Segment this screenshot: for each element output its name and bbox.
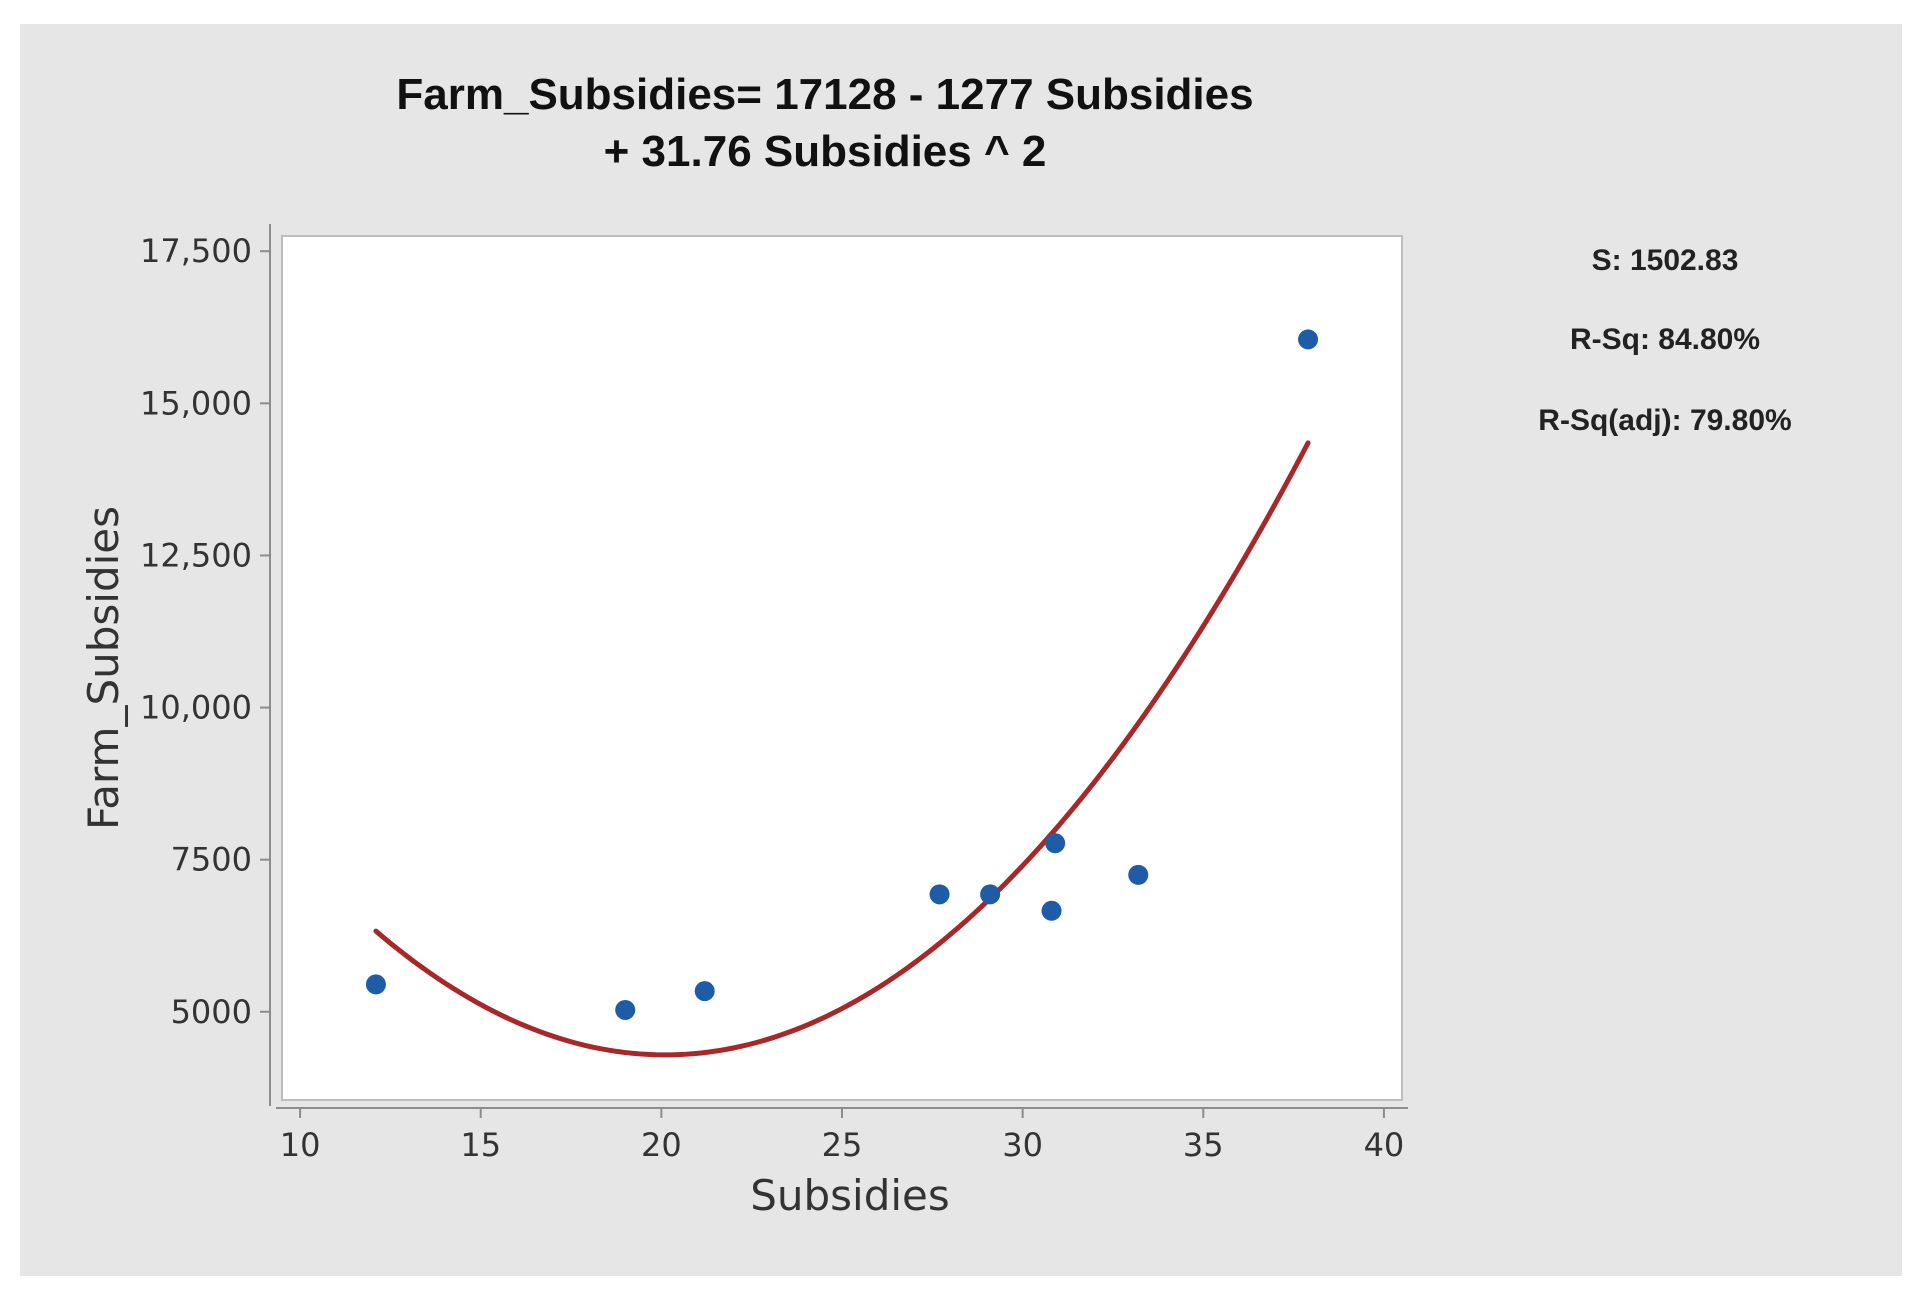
points-layer xyxy=(365,329,1319,1020)
x-axis-label: Subsidies xyxy=(750,1171,950,1220)
stat-r-sq-adj: R-Sq(adj): 79.80% xyxy=(1538,404,1791,437)
y-axis-ticks: 5000 7500 10,000 12,500 15,000 17,500 xyxy=(140,232,270,1031)
plot-area xyxy=(281,235,1403,1101)
data-point xyxy=(980,884,1001,905)
x-tick-label: 35 xyxy=(1183,1126,1224,1164)
y-tick-label: 12,500 xyxy=(140,536,252,574)
stat-s: S: 1502.83 xyxy=(1592,244,1739,277)
y-tick-label: 5000 xyxy=(171,993,252,1031)
y-tick-label: 10,000 xyxy=(140,689,252,727)
data-point xyxy=(1045,833,1066,854)
stat-r-sq: R-Sq: 84.80% xyxy=(1570,323,1760,356)
data-point xyxy=(1041,900,1062,921)
y-tick-label: 17,500 xyxy=(140,232,252,270)
data-point xyxy=(1128,864,1149,885)
chart-frame: Farm_Subsidies= 17128 - 1277 Subsidies +… xyxy=(20,24,1902,1276)
chart-title-line-1: Farm_Subsidies= 17128 - 1277 Subsidies xyxy=(396,70,1253,119)
x-tick-label: 25 xyxy=(822,1126,863,1164)
x-tick-label: 20 xyxy=(641,1126,682,1164)
chart-svg: Farm_Subsidies= 17128 - 1277 Subsidies +… xyxy=(79,70,1792,1220)
data-point xyxy=(1298,329,1319,350)
y-tick-label: 15,000 xyxy=(140,384,252,422)
fit-layer xyxy=(373,440,1311,1058)
data-point xyxy=(365,974,386,995)
fit-curve xyxy=(373,440,1311,1058)
data-point xyxy=(929,884,950,905)
data-point xyxy=(694,981,715,1002)
x-tick-label: 15 xyxy=(460,1126,501,1164)
y-tick-label: 7500 xyxy=(171,841,252,879)
y-axis-label: Farm_Subsidies xyxy=(79,506,128,830)
x-tick-label: 10 xyxy=(280,1126,321,1164)
chart-title-line-2: + 31.76 Subsidies ^ 2 xyxy=(604,127,1047,176)
x-axis-ticks: 10 15 20 25 30 35 40 xyxy=(280,1108,1405,1164)
x-tick-label: 30 xyxy=(1002,1126,1043,1164)
data-point xyxy=(615,999,636,1020)
x-tick-label: 40 xyxy=(1364,1126,1405,1164)
